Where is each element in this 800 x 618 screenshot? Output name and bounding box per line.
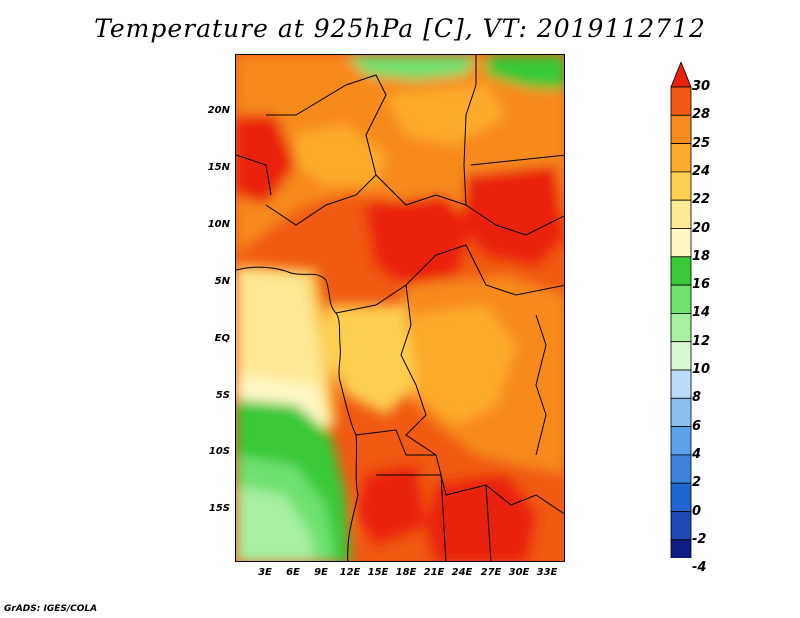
colorbar-label: 20 (692, 220, 711, 236)
colorbar-swatch (670, 369, 692, 399)
colorbar-label: 28 (692, 107, 711, 123)
colorbar-label: 4 (692, 446, 702, 462)
colorbar-top-arrow (670, 62, 692, 88)
credit-text: GrADS: IGES/COLA (4, 604, 98, 614)
lon-label: 30E (508, 567, 530, 578)
lat-label: 15S (208, 503, 230, 514)
colorbar (670, 62, 692, 558)
colorbar-swatch (670, 228, 692, 258)
colorbar-label: 14 (692, 305, 711, 321)
lon-label: 15E (367, 567, 389, 578)
colorbar-label: 10 (692, 362, 711, 377)
lat-label: 5S (215, 390, 230, 401)
colorbar-swatch (670, 284, 692, 314)
lon-label: 12E (339, 567, 361, 578)
temperature-map (235, 54, 565, 562)
colorbar-swatch (670, 482, 692, 512)
lon-label: 24E (451, 567, 473, 578)
colorbar-swatch (670, 114, 692, 144)
colorbar-swatch (670, 539, 692, 558)
lon-label: 9E (314, 567, 328, 578)
colorbar-swatch (670, 199, 692, 229)
colorbar-label: -4 (692, 560, 707, 576)
lon-label: 18E (395, 567, 417, 578)
colorbar-swatch (670, 426, 692, 456)
lon-label: 21E (423, 567, 445, 578)
lat-label: EQ (214, 333, 230, 344)
colorbar-label: 16 (692, 277, 711, 293)
colorbar-swatch (670, 86, 692, 116)
country-borders (236, 55, 564, 561)
lon-label: 3E (258, 567, 272, 578)
lat-label: 10N (207, 219, 230, 230)
lon-label: 27E (480, 567, 502, 578)
colorbar-label: 8 (692, 390, 702, 406)
colorbar-swatch (670, 511, 692, 541)
colorbar-label: 25 (692, 135, 711, 151)
colorbar-swatch (670, 397, 692, 427)
colorbar-swatch (670, 171, 692, 201)
lat-label: 10S (208, 446, 230, 457)
colorbar-swatch (670, 341, 692, 371)
lat-label: 20N (207, 105, 230, 116)
lon-label: 33E (536, 567, 558, 578)
colorbar-label: 12 (692, 333, 711, 349)
colorbar-label: -2 (692, 531, 707, 547)
colorbar-label: 0 (692, 503, 702, 519)
colorbar-label: 30 (692, 79, 711, 94)
colorbar-label: 22 (692, 192, 711, 208)
lat-label: 5N (214, 276, 230, 287)
lat-label: 15N (207, 162, 230, 173)
colorbar-label: 18 (692, 248, 711, 264)
lon-label: 6E (286, 567, 300, 578)
colorbar-label: 6 (692, 418, 702, 434)
colorbar-label: 24 (692, 163, 711, 179)
colorbar-swatch (670, 454, 692, 484)
chart-title: Temperature at 925hPa [C], VT: 201911271… (94, 14, 706, 43)
colorbar-label: 2 (692, 475, 702, 491)
colorbar-swatch (670, 143, 692, 173)
colorbar-swatch (670, 256, 692, 286)
temperature-field (236, 55, 564, 561)
colorbar-swatch (670, 312, 692, 343)
